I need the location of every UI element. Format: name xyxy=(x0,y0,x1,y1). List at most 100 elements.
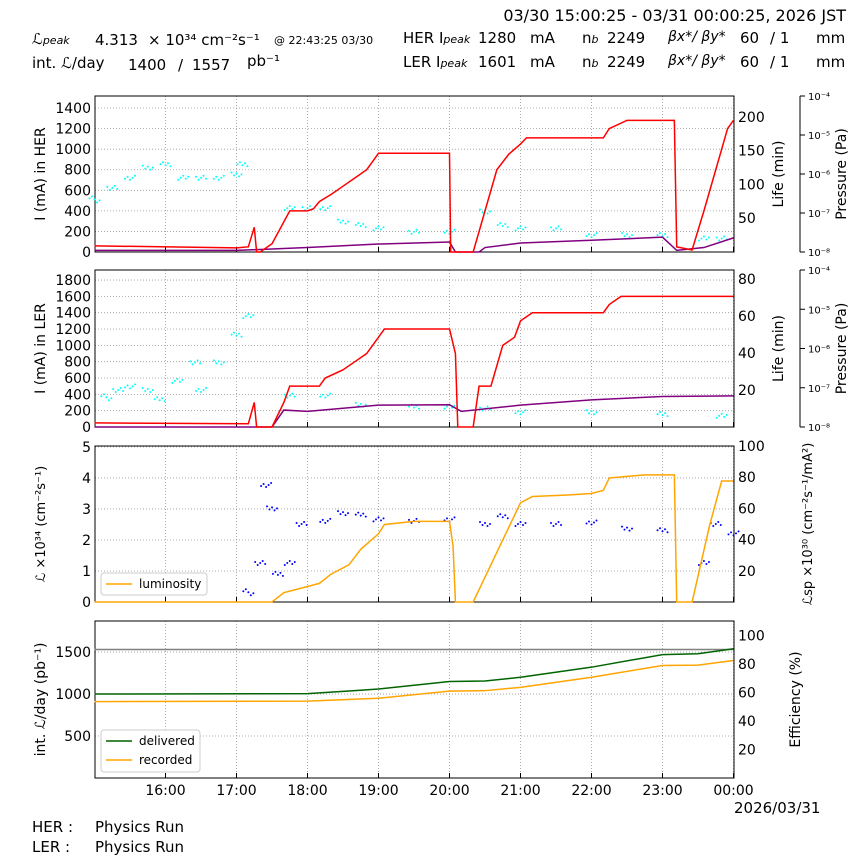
lifetime-point xyxy=(156,396,159,399)
y-tick-label: 4 xyxy=(82,471,91,487)
specific-luminosity-point xyxy=(628,529,631,532)
specific-luminosity-point xyxy=(626,526,629,529)
lifetime-point xyxy=(321,393,324,396)
lifetime-point xyxy=(159,163,162,166)
lifetime-point xyxy=(116,187,119,190)
lifetime-point xyxy=(153,398,156,401)
her-nb-sub: b xyxy=(591,33,599,46)
specific-luminosity-point xyxy=(481,524,484,526)
lifetime-point xyxy=(126,175,129,178)
lifetime-point xyxy=(108,188,111,191)
pressure-tick-label: 10⁻⁵ xyxy=(808,131,830,142)
lifetime-point xyxy=(96,201,99,204)
y-axis-label: I (mA) in HER xyxy=(33,127,49,221)
current-line xyxy=(94,295,734,428)
specific-luminosity-point xyxy=(522,524,525,526)
lifetime-point xyxy=(293,206,296,209)
x-tick-label: 16:00 xyxy=(145,783,185,799)
ler-ipeak-box: 1601 xyxy=(478,53,516,71)
lifetime-point xyxy=(446,405,449,408)
lifetime-point xyxy=(134,174,137,177)
specific-luminosity-point xyxy=(382,517,385,520)
lifetime-point xyxy=(329,392,332,395)
lifetime-point xyxy=(720,412,723,415)
lifetime-point xyxy=(111,186,114,189)
y2-tick-label: 20 xyxy=(738,564,756,580)
specific-luminosity-point xyxy=(329,517,332,520)
lifetime-point xyxy=(238,175,241,178)
y2-tick-label: 20 xyxy=(738,742,756,758)
lifetime-point xyxy=(659,232,662,235)
x-tick-label: 18:00 xyxy=(287,783,327,799)
y-tick-label: 0 xyxy=(82,245,91,261)
lifetime-point xyxy=(588,412,591,415)
lifetime-point xyxy=(499,221,502,224)
ler-nb-box: 2249 xyxy=(607,53,645,71)
specific-luminosity-point xyxy=(585,522,588,525)
lifetime-point xyxy=(321,206,324,209)
specific-luminosity-point xyxy=(717,521,720,523)
lifetime-point xyxy=(178,380,181,383)
lifetime-point xyxy=(212,177,215,180)
lifetime-point xyxy=(126,384,129,387)
lifetime-point xyxy=(212,359,215,362)
lifetime-point xyxy=(408,405,411,408)
specific-luminosity-point xyxy=(249,594,252,597)
lifetime-point xyxy=(220,176,223,179)
y-tick-label: 1 xyxy=(82,564,91,580)
lifetime-point xyxy=(519,413,522,416)
specific-luminosity-point xyxy=(380,519,383,522)
lifetime-point xyxy=(195,390,198,393)
specific-luminosity-point xyxy=(661,530,664,533)
lifetime-point xyxy=(725,413,728,416)
her-label: HER I xyxy=(403,29,444,47)
lifetime-point xyxy=(496,223,499,226)
specific-luminosity-point xyxy=(712,525,715,527)
panel-2 xyxy=(94,269,805,428)
specific-luminosity-point xyxy=(261,560,264,562)
her-beta-label: βx*/ βy* xyxy=(668,29,726,45)
y-tick-label: 1500 xyxy=(55,645,91,661)
y-tick-label: 200 xyxy=(64,224,91,240)
lifetime-point xyxy=(309,205,312,208)
specific-luminosity-point xyxy=(359,514,362,517)
lifetime-point xyxy=(243,162,246,165)
y2-tick-label: 40 xyxy=(738,533,756,549)
her-ipeak-label: HER Ipeak xyxy=(403,29,470,47)
ler-betay-box: / 1 xyxy=(770,53,789,71)
her-beta-unit: mm xyxy=(816,29,846,47)
her-betax: 60 xyxy=(740,29,760,47)
lifetime-point xyxy=(337,218,340,221)
lifetime-point xyxy=(171,381,174,384)
lifetime-point xyxy=(286,396,289,399)
pressure-axis-label: Pressure (Pa) xyxy=(834,303,850,395)
lifetime-point xyxy=(593,413,596,416)
ler-nb-sub: b xyxy=(591,57,599,70)
lifetime-point xyxy=(182,174,185,177)
lifetime-point xyxy=(240,335,243,338)
lifetime-point xyxy=(230,171,233,174)
lifetime-point xyxy=(238,332,241,335)
y2-tick-label: 80 xyxy=(738,272,756,288)
her-nb-box: 2249 xyxy=(607,29,645,47)
lifetime-point xyxy=(113,184,116,187)
specific-luminosity-point xyxy=(552,525,555,527)
lifetime-point xyxy=(141,164,144,167)
her-betax-box: 60 xyxy=(740,29,759,47)
lifetime-point xyxy=(288,205,291,208)
y-tick-label: 1800 xyxy=(55,273,91,289)
lifetime-point xyxy=(161,397,164,400)
her-ipeak-box: 1280 xyxy=(478,29,516,47)
y-tick-label: 1000 xyxy=(55,687,91,703)
specific-luminosity-point xyxy=(588,520,591,523)
lifetime-point xyxy=(141,387,144,390)
current-line xyxy=(94,119,735,253)
specific-luminosity-point xyxy=(550,522,553,524)
lifetime-point xyxy=(354,223,357,226)
intl-delivered: 1400 xyxy=(128,56,167,74)
lifetime-point xyxy=(199,362,202,365)
specific-luminosity-point xyxy=(517,523,520,525)
lifetime-point xyxy=(443,231,446,234)
x-date-label: 2026/03/31 xyxy=(734,799,821,817)
time-range: 03/30 15:00:25 - 03/31 00:00:25, 2026 JS… xyxy=(503,6,846,25)
